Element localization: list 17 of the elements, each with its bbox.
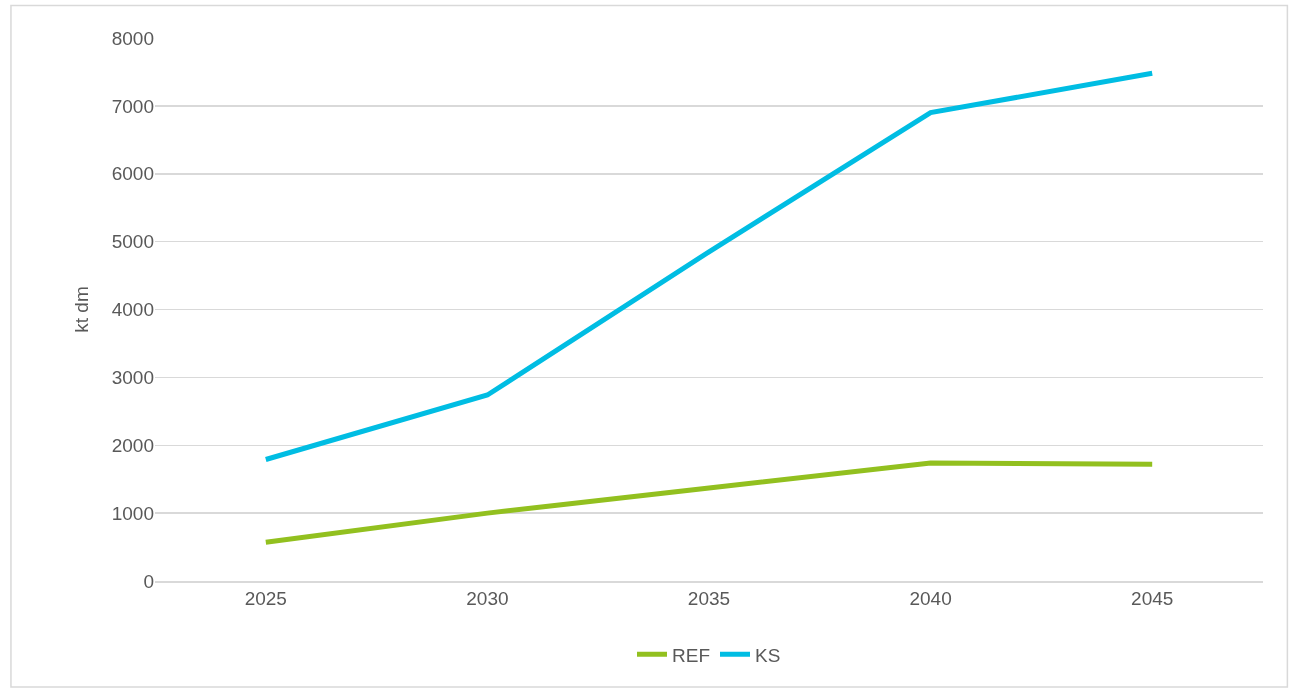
y-tick-label: 5000 xyxy=(111,231,154,253)
y-tick-label: 3000 xyxy=(111,367,154,389)
x-tick-label: 2025 xyxy=(244,588,287,610)
y-tick-label: 2000 xyxy=(111,434,154,456)
x-tick-label: 2045 xyxy=(1131,588,1174,610)
y-tick-label: 4000 xyxy=(111,299,154,321)
y-axis-title: kt dm xyxy=(70,286,92,333)
x-tick-label: 2035 xyxy=(687,588,731,610)
y-tick-label: 8000 xyxy=(111,27,154,49)
y-tick-label: 7000 xyxy=(111,95,154,117)
y-tick-label: 6000 xyxy=(111,163,154,185)
y-tick-label: 0 xyxy=(143,570,154,592)
legend-label: REF xyxy=(672,644,710,666)
legend-label: KS xyxy=(755,644,781,666)
y-tick-label: 1000 xyxy=(111,502,154,524)
x-tick-label: 2030 xyxy=(466,588,509,610)
x-tick-label: 2040 xyxy=(909,588,952,610)
